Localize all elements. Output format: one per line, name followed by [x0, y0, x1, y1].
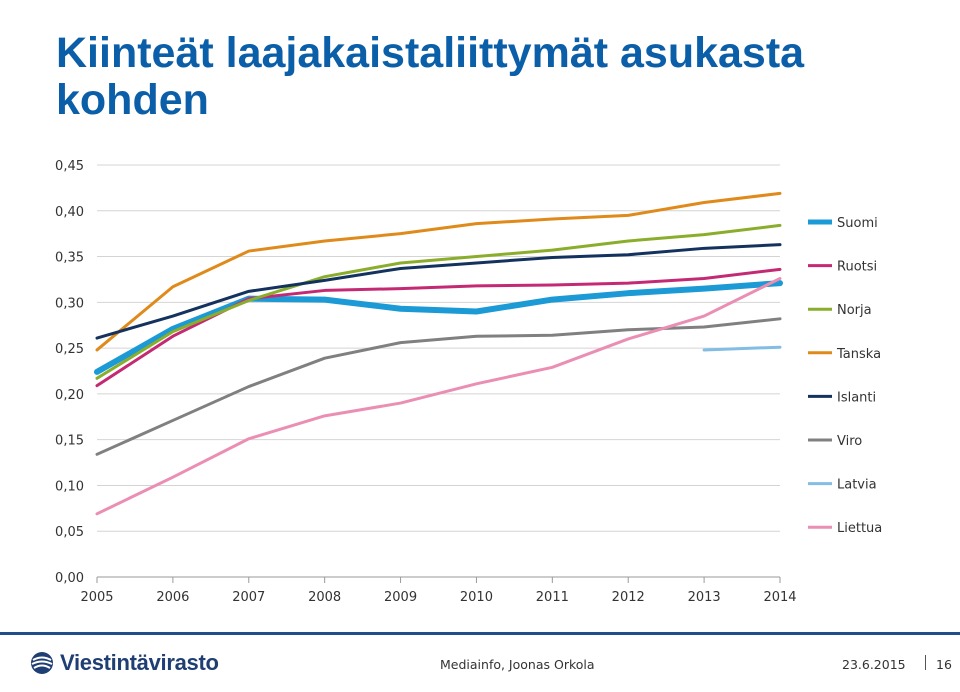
series-line-viro [95, 317, 782, 456]
grid-lines [97, 164, 780, 578]
series-line-liettua [95, 277, 782, 516]
footer-author: Mediainfo, Joonas Orkola [440, 657, 595, 672]
y-axis-ticks: 0,00 0,05 0,10 0,15 0,20 0,25 0,30 0,35 0,40 0,45 [55, 159, 84, 586]
series-line-islanti [95, 243, 782, 340]
x-tick-label: 2005 [80, 590, 113, 605]
x-tick-label: 2012 [612, 590, 645, 605]
globe-logo-icon [31, 652, 53, 674]
slide-title: Kiinteät laajakaistaliittymät asukasta k… [56, 29, 805, 124]
series-lines [94, 191, 783, 516]
series-line-suomi [94, 280, 783, 375]
x-tick-label: 2006 [156, 590, 189, 605]
x-tick-label: 2011 [536, 590, 569, 605]
legend: Suomi Ruotsi Norja Tanska Islanti Viro Latvia L… [808, 216, 882, 536]
y-tick-label: 0,30 [55, 296, 84, 311]
y-tick-label: 0,25 [55, 342, 84, 357]
x-tick-label: 2009 [384, 590, 417, 605]
x-tick-label: 2008 [308, 590, 341, 605]
series-line-latvia [702, 345, 782, 352]
y-tick-label: 0,05 [55, 525, 84, 540]
legend-label: Norja [837, 303, 872, 318]
logo: Viestintävirasto [30, 650, 219, 676]
y-tick-label: 0,40 [55, 205, 84, 220]
legend-label: Viro [837, 434, 862, 449]
footer-divider [0, 632, 960, 635]
y-tick-label: 0,00 [55, 571, 84, 586]
line-chart: 0,00 0,05 0,10 0,15 0,20 0,25 0,30 0,35 0,40 0,45… [55, 159, 882, 605]
y-tick-label: 0,35 [55, 251, 84, 266]
legend-label: Tanska [836, 347, 881, 362]
legend-label: Liettua [837, 521, 882, 536]
x-tick-label: 2007 [232, 590, 265, 605]
page-number: 16 [936, 657, 952, 672]
footer-date: 23.6.2015 [842, 657, 906, 672]
y-tick-label: 0,20 [55, 388, 84, 403]
footer-separator [925, 655, 926, 670]
legend-label: Ruotsi [837, 260, 877, 275]
x-tick-label: 2010 [460, 590, 493, 605]
legend-label: Suomi [837, 216, 878, 231]
y-tick-label: 0,45 [55, 159, 84, 174]
x-tick-label: 2013 [688, 590, 721, 605]
legend-label: Latvia [837, 478, 877, 493]
y-tick-label: 0,15 [55, 434, 84, 449]
series-line-norja [95, 223, 782, 380]
series-line-tanska [95, 191, 782, 352]
legend-label: Islanti [837, 390, 876, 405]
x-axis-ticks: 2005 2006 2007 2008 2009 2010 2011 2012 2013 2014 [80, 577, 797, 605]
y-tick-label: 0,10 [55, 479, 84, 494]
logo-text: Viestintävirasto [60, 650, 219, 675]
x-tick-label: 2014 [763, 590, 796, 605]
